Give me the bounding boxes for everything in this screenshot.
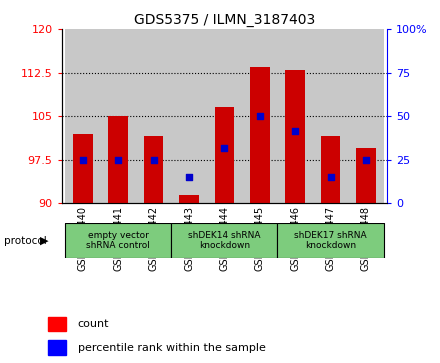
Text: count: count <box>78 319 109 329</box>
Bar <box>100 223 136 258</box>
Point <box>186 174 193 180</box>
Text: shDEK17 shRNA
knockdown: shDEK17 shRNA knockdown <box>294 231 367 250</box>
Bar <box>278 223 313 258</box>
Text: empty vector
shRNA control: empty vector shRNA control <box>86 231 150 250</box>
Point <box>327 174 334 180</box>
Point <box>292 128 299 134</box>
Bar <box>313 223 348 258</box>
Bar <box>278 29 313 203</box>
Bar <box>207 29 242 203</box>
Bar <box>100 29 136 203</box>
Text: ▶: ▶ <box>40 236 48 246</box>
Point <box>221 145 228 151</box>
Bar <box>250 67 270 203</box>
Bar <box>48 340 66 355</box>
Bar <box>136 223 171 258</box>
Bar <box>215 107 234 203</box>
Bar <box>136 29 171 203</box>
Point <box>115 157 122 163</box>
Bar <box>242 29 278 203</box>
Bar <box>348 29 384 203</box>
Bar <box>286 70 305 203</box>
Point <box>150 157 157 163</box>
Bar <box>73 134 92 203</box>
Bar <box>65 223 171 258</box>
Title: GDS5375 / ILMN_3187403: GDS5375 / ILMN_3187403 <box>134 13 315 26</box>
Bar <box>207 223 242 258</box>
Bar <box>179 195 199 203</box>
Bar <box>171 223 278 258</box>
Text: protocol: protocol <box>4 236 47 246</box>
Bar <box>278 223 384 258</box>
Point <box>256 113 263 119</box>
Text: percentile rank within the sample: percentile rank within the sample <box>78 343 265 352</box>
Bar <box>171 29 207 203</box>
Bar <box>171 223 207 258</box>
Bar <box>348 223 384 258</box>
Bar <box>65 223 100 258</box>
Bar <box>144 136 163 203</box>
Bar <box>65 29 100 203</box>
Bar <box>48 317 66 331</box>
Bar <box>321 136 340 203</box>
Point <box>79 157 86 163</box>
Bar <box>313 29 348 203</box>
Text: shDEK14 shRNA
knockdown: shDEK14 shRNA knockdown <box>188 231 260 250</box>
Bar <box>242 223 278 258</box>
Point <box>363 157 370 163</box>
Bar <box>109 116 128 203</box>
Bar <box>356 148 376 203</box>
